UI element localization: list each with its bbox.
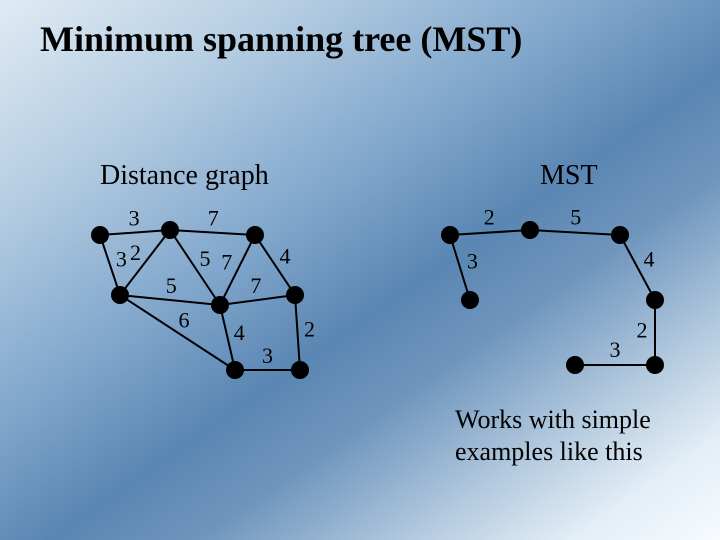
graph-node xyxy=(646,291,664,309)
graph-node xyxy=(291,361,309,379)
edge-weight: 3 xyxy=(116,246,127,271)
edge-weight: 6 xyxy=(179,307,190,332)
graph-node xyxy=(441,226,459,244)
caption-line-1: Works with simple xyxy=(455,405,651,435)
edge-weight: 4 xyxy=(279,243,290,268)
graph-edge xyxy=(120,230,170,295)
graph-node xyxy=(521,221,539,239)
graph-edge xyxy=(170,230,220,305)
edge-weight: 4 xyxy=(643,246,654,271)
graph-node xyxy=(161,221,179,239)
edge-weight: 7 xyxy=(250,273,261,298)
edge-weight: 7 xyxy=(208,206,219,231)
edge-weight: 2 xyxy=(304,317,315,342)
page-title: Minimum spanning tree (MST) xyxy=(40,18,522,60)
edge-weight: 3 xyxy=(262,343,273,368)
mst-graph: 253423 xyxy=(430,205,690,395)
graph-edge xyxy=(295,295,300,370)
graph-node xyxy=(286,286,304,304)
edge-weight: 2 xyxy=(637,318,648,343)
distance-graph-label: Distance graph xyxy=(100,160,269,192)
edge-weight: 7 xyxy=(221,250,232,275)
graph-edge xyxy=(450,230,530,235)
edge-weight: 4 xyxy=(234,320,245,345)
edge-weight: 5 xyxy=(199,246,210,271)
edge-weight: 2 xyxy=(484,205,495,230)
edge-weight: 2 xyxy=(130,240,141,265)
graph-node xyxy=(226,361,244,379)
graph-node xyxy=(246,226,264,244)
graph-edge xyxy=(530,230,620,235)
graph-node xyxy=(611,226,629,244)
distance-graph: 3725356747423 xyxy=(85,205,355,395)
graph-node xyxy=(91,226,109,244)
caption-line-2: examples like this xyxy=(455,437,643,467)
edge-weight: 3 xyxy=(467,249,478,274)
graph-node xyxy=(111,286,129,304)
edge-weight: 3 xyxy=(129,206,140,231)
edge-weight: 3 xyxy=(610,337,621,362)
mst-label: MST xyxy=(540,160,598,192)
edge-weight: 5 xyxy=(166,273,177,298)
edge-weight: 5 xyxy=(570,205,581,230)
graph-node xyxy=(461,291,479,309)
graph-edge xyxy=(100,230,170,235)
graph-node xyxy=(211,296,229,314)
graph-edge xyxy=(170,230,255,235)
graph-node xyxy=(566,356,584,374)
graph-node xyxy=(646,356,664,374)
